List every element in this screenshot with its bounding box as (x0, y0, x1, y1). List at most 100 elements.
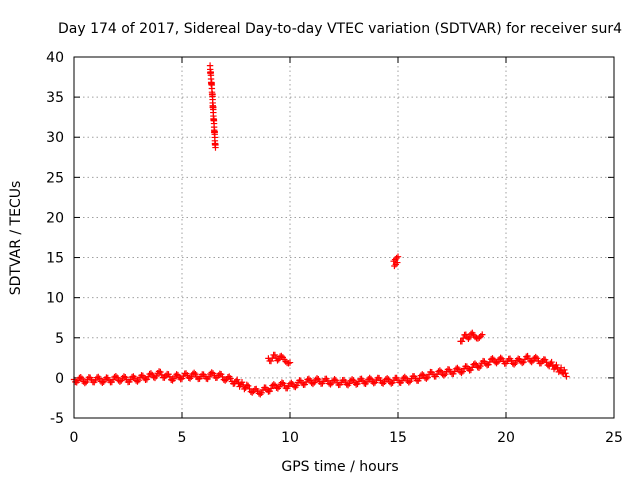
y-tick-label: 20 (46, 210, 64, 226)
data-point-marker (458, 369, 465, 377)
data-point-marker (278, 379, 286, 386)
data-point-marker (384, 375, 391, 382)
data-point-marker (157, 368, 164, 376)
data-point-marker (274, 357, 281, 364)
data-point-marker (327, 381, 334, 388)
data-point-marker (166, 373, 174, 380)
data-point-marker (533, 355, 541, 362)
data-point-marker (219, 373, 226, 381)
sdtvar-main-trace (70, 352, 570, 398)
data-point-marker (370, 380, 377, 387)
data-point-marker (469, 364, 476, 371)
data-point-marker (348, 376, 356, 383)
data-point-marker (562, 370, 569, 377)
data-point-marker (238, 379, 246, 386)
data-point-marker (553, 361, 560, 369)
data-point-marker (486, 358, 493, 366)
data-point-marker (313, 375, 321, 382)
sdtvar-segment-15h (390, 253, 402, 270)
data-point-marker (419, 371, 426, 378)
data-point-marker (267, 357, 275, 365)
data-point-marker (286, 359, 294, 366)
data-points (70, 62, 570, 398)
plot-frame (73, 56, 615, 419)
data-point-marker (563, 373, 570, 380)
data-point-marker (561, 366, 568, 374)
data-point-marker (205, 373, 213, 381)
data-point-marker (249, 389, 256, 396)
data-point-marker (366, 374, 373, 382)
data-point-marker (120, 373, 128, 380)
data-point-marker (436, 367, 444, 374)
axis-ticks: 0 5 10 15 20 25 -5 0 5 10 15 20 25 30 35 40 (46, 50, 623, 446)
data-point-marker (208, 369, 215, 376)
data-point-marker (288, 379, 295, 387)
data-point-marker (388, 380, 395, 387)
data-point-marker (459, 368, 466, 375)
data-point-marker (244, 382, 252, 390)
y-tick-label: 0 (55, 371, 64, 387)
data-point-marker (309, 380, 317, 388)
data-point-marker (519, 359, 526, 367)
data-point-marker (190, 369, 198, 377)
data-point-marker (394, 259, 401, 266)
data-point-marker (548, 358, 555, 366)
data-point-marker (497, 354, 504, 362)
x-tick-label: 15 (389, 430, 407, 446)
data-point-marker (271, 351, 279, 359)
sdtvar-segment-18h (457, 329, 486, 345)
y-tick-label: 35 (46, 90, 64, 106)
y-tick-label: 5 (55, 331, 64, 347)
data-point-marker (267, 385, 275, 392)
data-point-marker (532, 353, 539, 361)
data-point-marker (393, 254, 400, 262)
y-tick-label: 10 (46, 291, 64, 307)
data-point-marker (116, 378, 124, 385)
data-point-marker (423, 375, 430, 382)
data-point-marker (99, 379, 106, 386)
data-point-marker (212, 144, 219, 151)
data-point-marker (270, 381, 277, 388)
grid (74, 57, 614, 418)
data-point-marker (391, 262, 398, 270)
data-point-marker (479, 331, 486, 338)
data-point-marker (81, 379, 88, 387)
data-point-marker (243, 381, 250, 389)
y-tick-label: 15 (46, 251, 64, 267)
data-point-marker (477, 362, 484, 370)
data-point-marker (440, 372, 448, 379)
x-tick-label: 0 (70, 430, 79, 446)
data-point-marker (442, 370, 449, 378)
data-point-marker (257, 391, 264, 398)
data-point-marker (460, 334, 467, 342)
y-tick-label: 40 (46, 50, 64, 66)
data-point-marker (510, 361, 518, 368)
data-point-marker (170, 375, 178, 382)
data-point-marker (275, 356, 282, 363)
data-point-marker (222, 377, 229, 384)
data-point-marker (278, 352, 285, 360)
data-point-marker (471, 360, 479, 367)
sdtvar-segment-9h (265, 351, 294, 367)
y-tick-label: 30 (46, 130, 64, 146)
data-point-marker (424, 374, 431, 381)
data-point-marker (489, 355, 496, 362)
data-point-marker (401, 373, 408, 381)
data-point-marker (227, 375, 234, 382)
x-axis-label: GPS time / hours (281, 459, 398, 475)
data-point-marker (258, 389, 265, 397)
data-point-marker (476, 334, 483, 341)
x-tick-label: 10 (281, 430, 299, 446)
data-point-marker (135, 376, 142, 384)
data-point-marker (493, 359, 500, 367)
data-point-marker (293, 382, 300, 389)
y-tick-label: -5 (50, 411, 64, 427)
data-point-marker (520, 358, 527, 366)
data-point-marker (285, 360, 292, 367)
data-point-marker (112, 372, 120, 380)
data-point-marker (192, 370, 199, 378)
data-point-marker (557, 364, 565, 371)
x-tick-label: 25 (605, 430, 623, 446)
sdtvar-spike-6h (206, 62, 219, 151)
